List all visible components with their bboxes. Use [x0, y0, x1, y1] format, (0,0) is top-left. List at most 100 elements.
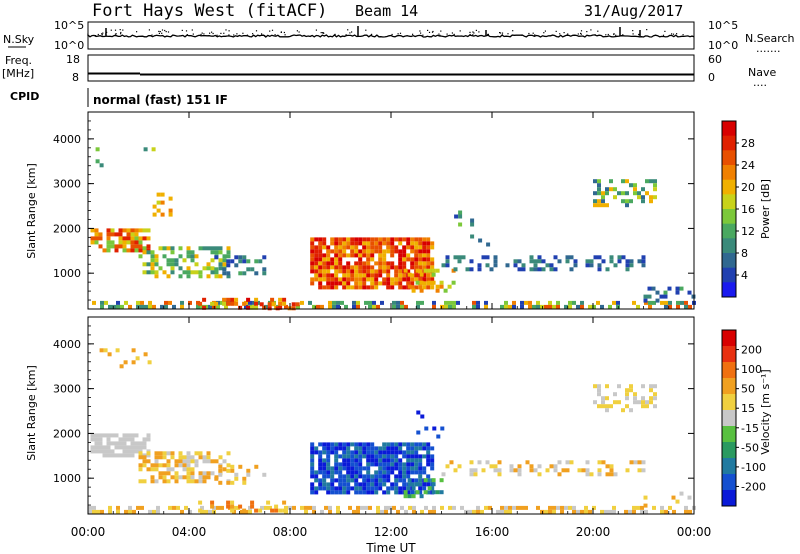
echo-cell [230, 480, 235, 485]
echo-cell [108, 304, 112, 309]
echo-cell [318, 454, 323, 459]
echo-cell [564, 505, 568, 510]
echo-cell [386, 470, 391, 475]
echo-cell [621, 255, 626, 260]
freq-label: Freq. [5, 54, 32, 67]
echo-cell [370, 482, 375, 487]
echo-cell [663, 290, 668, 295]
echo-cell [573, 263, 578, 268]
echo-cell [476, 304, 480, 309]
echo-cell [641, 199, 645, 204]
echo-cell [521, 267, 526, 272]
echo-cell [344, 304, 348, 309]
echo-cell [362, 241, 367, 246]
echo-cell [489, 464, 494, 469]
echo-cell [166, 471, 171, 476]
echo-cell [270, 297, 275, 302]
echo-cell [322, 478, 327, 483]
echo-cell [378, 237, 383, 242]
echo-cell [142, 479, 147, 484]
echo-cell [612, 505, 616, 510]
echo-cell [334, 466, 339, 471]
echo-cell [418, 269, 423, 274]
echo-cell [198, 471, 203, 476]
echo-cell [412, 505, 416, 510]
echo-cell [94, 228, 99, 233]
echo-cell [378, 261, 383, 266]
echo-cell [95, 147, 100, 152]
echo-cell [370, 237, 375, 242]
echo-cell [198, 455, 203, 460]
echo-cell [338, 446, 343, 451]
echo-cell [477, 267, 482, 272]
echo-cell [140, 300, 144, 305]
echo-cell [330, 442, 335, 447]
echo-cell [222, 301, 227, 306]
echo-cell [150, 266, 155, 271]
echo-cell [394, 466, 399, 471]
echo-cell [418, 482, 423, 487]
echo-cell [663, 294, 668, 299]
echo-cell [414, 241, 419, 246]
echo-cell [485, 460, 490, 465]
echo-cell [96, 509, 100, 514]
echo-cell [418, 466, 423, 471]
echo-cell [258, 259, 263, 264]
echo-cell [637, 400, 641, 405]
echo-cell [374, 490, 379, 495]
echo-cell [166, 258, 171, 263]
echo-cell [352, 509, 356, 514]
echo-cell [605, 384, 609, 389]
echo-cell [374, 273, 379, 278]
echo-cell [431, 482, 436, 487]
echo-cell [469, 267, 474, 272]
echo-cell [366, 482, 371, 487]
echo-cell [238, 255, 243, 260]
echo-cell [398, 442, 403, 447]
echo-cell [418, 470, 423, 475]
echo-cell [655, 298, 660, 303]
echo-cell [210, 459, 215, 464]
echo-cell [394, 458, 399, 463]
echo-cell [354, 474, 359, 479]
echo-cell [406, 470, 411, 475]
echo-cell [238, 464, 243, 469]
echo-cell [613, 472, 618, 477]
echo-cell [608, 509, 612, 514]
echo-cell [346, 446, 351, 451]
echo-cell [346, 478, 351, 483]
echo-cell [346, 490, 351, 495]
echo-cell [346, 241, 351, 246]
echo-cell [130, 248, 135, 253]
echo-cell [156, 505, 160, 510]
echo-cell [422, 237, 427, 242]
echo-cell [246, 259, 251, 264]
echo-cell [645, 191, 649, 196]
echo-cell [541, 267, 546, 272]
echo-cell [398, 281, 403, 286]
echo-cell [244, 304, 248, 309]
echo-cell [402, 450, 407, 455]
time-axis: 00:00 04:00 08:00 12:00 16:00 20:00 00:00 [71, 112, 711, 539]
echo-cell [396, 300, 400, 305]
echo-cell [326, 249, 331, 254]
echo-cell [370, 273, 375, 278]
echo-cell [378, 450, 383, 455]
echo-cell [312, 304, 316, 309]
echo-cell [508, 509, 512, 514]
echo-cell [418, 237, 423, 242]
echo-cell [370, 245, 375, 250]
echo-cell [374, 281, 379, 286]
echo-cell [601, 460, 606, 465]
echo-cell [158, 475, 163, 480]
echo-cell [334, 253, 339, 258]
echo-cell [366, 490, 371, 495]
noise-search-dot [236, 33, 238, 35]
echo-cell [354, 466, 359, 471]
echo-cell [312, 505, 316, 510]
echo-cell [230, 464, 235, 469]
echo-cell [424, 426, 429, 431]
echo-cell [392, 300, 396, 305]
noise-search-dot [422, 34, 424, 36]
echo-cell [423, 268, 428, 273]
